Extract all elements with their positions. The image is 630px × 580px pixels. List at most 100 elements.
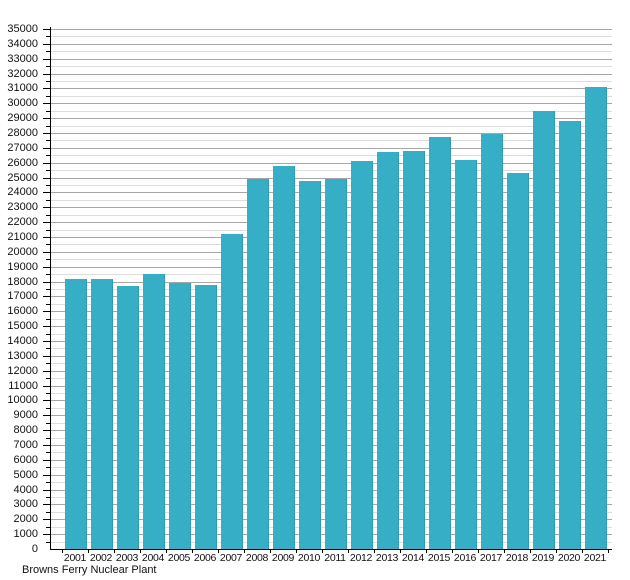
y-axis-tick-label: 29000 [7, 112, 38, 124]
y-tick-minor [46, 200, 50, 201]
y-tick-minor [46, 319, 50, 320]
x-axis-year-label: 2012 [349, 552, 373, 564]
y-tick-minor [46, 542, 50, 543]
y-axis-tick-label: 34000 [7, 38, 38, 50]
x-tick [88, 550, 89, 553]
gridline-minor [50, 126, 612, 127]
bar-2009 [272, 166, 295, 549]
gridline-minor [50, 96, 612, 97]
y-tick-minor [46, 289, 50, 290]
bar-2001 [64, 279, 87, 549]
gridline-minor [50, 140, 612, 141]
y-tick-major [43, 460, 50, 461]
y-axis-tick-label: 1000 [13, 528, 38, 540]
y-axis-tick-label: 31000 [7, 82, 38, 94]
y-tick-minor [46, 467, 50, 468]
bar-2019 [532, 111, 555, 549]
x-axis-year-label: 2002 [89, 552, 113, 564]
y-tick-minor [46, 512, 50, 513]
y-axis-tick-label: 27000 [7, 142, 38, 154]
y-axis-tick-label: 13000 [7, 350, 38, 362]
x-tick [270, 550, 271, 553]
y-tick-minor [46, 274, 50, 275]
y-tick-major [43, 29, 50, 30]
y-tick-minor [46, 393, 50, 394]
x-tick [608, 550, 609, 553]
bar-2011 [324, 179, 347, 549]
y-tick-major [43, 59, 50, 60]
x-tick [400, 550, 401, 553]
y-tick-major [43, 475, 50, 476]
y-axis-tick-label: 19000 [7, 261, 38, 273]
bar-2016 [454, 160, 477, 549]
bar-2007 [220, 234, 243, 549]
y-axis-tick-label: 12000 [7, 365, 38, 377]
y-tick-minor [46, 423, 50, 424]
gridline-minor [50, 155, 612, 156]
y-tick-minor [46, 185, 50, 186]
y-axis-tick-label: 30000 [7, 97, 38, 109]
x-tick [452, 550, 453, 553]
y-tick-major [43, 400, 50, 401]
bar-2014 [402, 151, 425, 549]
y-tick-major [43, 74, 50, 75]
y-tick-major [43, 430, 50, 431]
y-tick-minor [46, 155, 50, 156]
y-tick-minor [46, 452, 50, 453]
gridline-major [50, 148, 612, 149]
y-tick-minor [46, 348, 50, 349]
gridline-major [50, 44, 612, 45]
gridline-major [50, 74, 612, 75]
x-axis-year-label: 2010 [297, 552, 321, 564]
x-axis-year-label: 2007 [219, 552, 243, 564]
y-axis-tick-label: 18000 [7, 276, 38, 288]
y-axis-tick-label: 32000 [7, 68, 38, 80]
x-axis-year-label: 2011 [324, 552, 346, 564]
y-tick-minor [46, 96, 50, 97]
y-tick-minor [46, 304, 50, 305]
bar-2006 [194, 285, 217, 549]
x-tick [114, 550, 115, 553]
x-axis-year-label: 2004 [141, 552, 165, 564]
y-tick-minor [46, 438, 50, 439]
y-tick-minor [46, 378, 50, 379]
y-axis-tick-label: 24000 [7, 186, 38, 198]
bar-2002 [90, 279, 113, 549]
gridline-major [50, 29, 612, 30]
y-axis-tick-label: 4000 [13, 484, 38, 496]
x-tick [582, 550, 583, 553]
x-axis-year-label: 2008 [245, 552, 269, 564]
y-tick-major [43, 386, 50, 387]
y-tick-major [43, 415, 50, 416]
x-axis-year-label: 2001 [63, 552, 87, 564]
y-tick-major [43, 148, 50, 149]
gridline-major [50, 103, 612, 104]
x-tick [322, 550, 323, 553]
y-tick-major [43, 445, 50, 446]
x-axis-year-label: 2019 [531, 552, 555, 564]
y-axis-tick-label: 17000 [7, 290, 38, 302]
y-tick-minor [46, 334, 50, 335]
gridline-major [50, 163, 612, 164]
y-axis-tick-label: 22000 [7, 216, 38, 228]
x-axis-line [50, 549, 612, 550]
y-tick-minor [46, 408, 50, 409]
x-tick [530, 550, 531, 553]
y-axis-tick-label: 23000 [7, 201, 38, 213]
y-tick-major [43, 341, 50, 342]
y-tick-major [43, 267, 50, 268]
y-axis-tick-label: 25000 [7, 172, 38, 184]
gridline-major [50, 88, 612, 89]
x-axis-year-label: 2018 [505, 552, 529, 564]
bar-2015 [428, 137, 451, 549]
gridline-minor [50, 111, 612, 112]
y-tick-minor [46, 244, 50, 245]
y-axis-line [50, 27, 51, 550]
x-tick [62, 550, 63, 553]
y-tick-major [43, 296, 50, 297]
y-axis-tick-label: 20000 [7, 246, 38, 258]
chart-footer-label: Browns Ferry Nuclear Plant [22, 564, 157, 576]
y-tick-major [43, 44, 50, 45]
x-tick [426, 550, 427, 553]
x-axis-year-label: 2021 [583, 552, 607, 564]
